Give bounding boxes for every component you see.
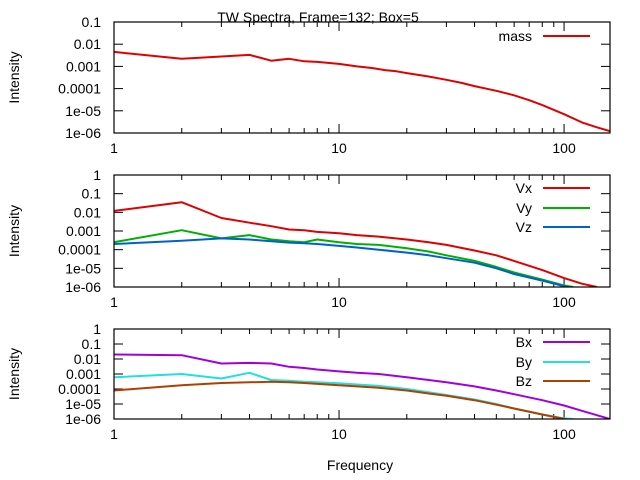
y-tick-label: 0.0001 (58, 81, 101, 97)
x-tick-label: 1 (110, 426, 118, 442)
series-line-vy (114, 229, 574, 287)
y-axis-label: Intensity (6, 205, 22, 257)
y-tick-label: 0.001 (66, 366, 101, 382)
series-line-bx (114, 353, 610, 419)
legend-label-vz: Vz (516, 219, 532, 235)
x-axis-label: Frequency (327, 457, 393, 473)
y-tick-label: 1e-06 (65, 411, 101, 427)
x-tick-label: 1 (110, 294, 118, 310)
y-tick-label: 1e-06 (65, 279, 101, 295)
y-axis-label: Intensity (6, 51, 22, 103)
x-tick-label: 100 (552, 140, 576, 156)
y-tick-label: 1e-06 (65, 125, 101, 141)
x-tick-label: 10 (331, 294, 347, 310)
legend-label-mass: mass (499, 28, 532, 44)
series-line-mass (114, 50, 610, 133)
legend-label-by: By (516, 354, 532, 370)
y-tick-label: 1e-05 (65, 103, 101, 119)
legend-label-bx: Bx (516, 334, 532, 350)
plot-frame (113, 174, 611, 288)
legend-label-vx: Vx (516, 180, 532, 196)
y-axis-label: Intensity (6, 348, 22, 400)
panel-1: 1 10 100 0.1 0.01 0.001 0.0001 1e-05 1e-06 Intens… (6, 14, 611, 156)
legend-label-vy: Vy (516, 200, 532, 216)
panel-2: 1 10 100 1 0.1 0.01 0.001 0.0001 1e-05 1e-06 Inten… (6, 167, 611, 310)
y-tick-label: 0.1 (82, 14, 102, 30)
y-tick-label: 1e-05 (65, 260, 101, 276)
x-tick-label: 10 (331, 426, 347, 442)
plot-frame (113, 21, 611, 134)
y-tick-label: 0.01 (74, 204, 101, 220)
legend-label-bz: Bz (516, 373, 532, 389)
series-line-vx (114, 201, 598, 287)
figure-title: TW Spectra, Frame=132; Box=5 (217, 9, 419, 25)
x-tick-label: 10 (331, 140, 347, 156)
y-tick-label: 1 (93, 167, 101, 183)
panel-3: 1 10 10010.10.010.0010.00011e-051e-06Inten… (6, 321, 611, 442)
x-tick-label: 100 (552, 426, 576, 442)
y-tick-label: 0.0001 (58, 242, 101, 258)
x-tick-label: 1 (110, 140, 118, 156)
series-line-bz (114, 380, 569, 419)
y-tick-label: 0.1 (82, 336, 102, 352)
y-tick-label: 1 (93, 321, 101, 337)
y-tick-label: 0.001 (66, 223, 101, 239)
y-tick-label: 0.01 (74, 351, 101, 367)
panels-group: 1 10 1000.10.010.0010.00011e-051e-06Intens… (6, 14, 611, 442)
y-tick-label: 0.0001 (58, 381, 101, 397)
y-tick-label: 0.001 (66, 58, 101, 74)
y-tick-label: 0.1 (82, 186, 102, 202)
y-tick-label: 0.01 (74, 36, 101, 52)
y-tick-label: 1e-05 (65, 396, 101, 412)
x-tick-label: 100 (552, 294, 576, 310)
series-line-vz (114, 237, 569, 287)
plot-frame (113, 328, 611, 420)
